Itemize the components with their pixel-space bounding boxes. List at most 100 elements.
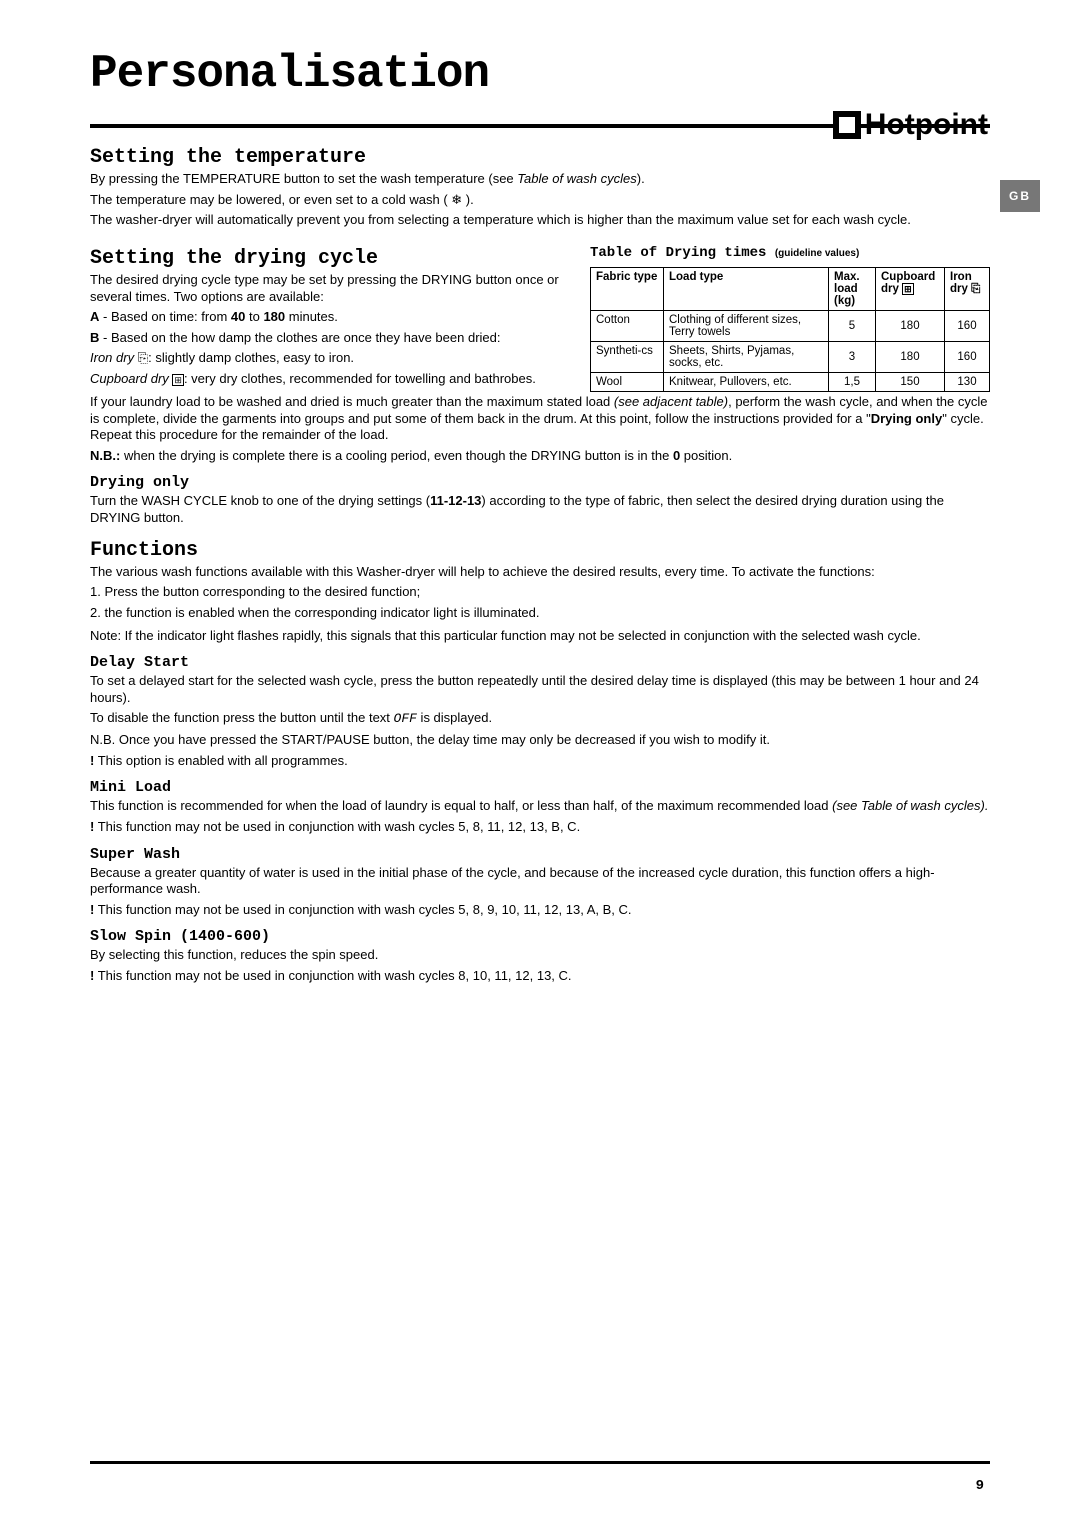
drying-p1: The desired drying cycle type may be set… [90, 272, 574, 305]
th-cupboard: Cupboard dry ⊞ [876, 267, 945, 310]
t: (see adjacent table) [614, 394, 728, 409]
func-l1: 1. Press the button corresponding to the… [90, 584, 990, 601]
t: This option is enabled with all programm… [94, 753, 347, 768]
iron-dry-icon: ⎘ [971, 283, 980, 295]
cell: Wool [591, 372, 664, 391]
nb-line: N.B.: when the drying is complete there … [90, 448, 990, 465]
table-caption: Table of Drying times (guideline values) [590, 245, 990, 261]
page-title: Personalisation [90, 48, 990, 100]
t: N.B.: [90, 448, 120, 463]
t: Iron dry [950, 271, 972, 295]
t: : slightly damp clothes, easy to iron. [148, 350, 354, 365]
heading-delay: Delay Start [90, 654, 990, 671]
drying-iron: Iron dry ⎘: slightly damp clothes, easy … [90, 350, 574, 367]
t: Drying only [871, 411, 943, 426]
heading-drying-only: Drying only [90, 474, 990, 491]
t: This function may not be used in conjunc… [94, 968, 571, 983]
cell: Clothing of different sizes, Terry towel… [664, 310, 829, 341]
table-row: Cotton Clothing of different sizes, Terr… [591, 310, 990, 341]
t: Iron dry [90, 350, 134, 365]
cupboard-dry-icon: ⊞ [902, 283, 914, 295]
cell: 130 [945, 372, 990, 391]
t: 11-12-13 [430, 493, 481, 508]
slow-p2: ! This function may not be used in conju… [90, 968, 990, 985]
t: This function may not be used in conjunc… [94, 819, 580, 834]
drying-cupboard: Cupboard dry ⊞: very dry clothes, recomm… [90, 371, 574, 388]
t: 40 [231, 309, 245, 324]
t: to [245, 309, 263, 324]
heading-functions: Functions [90, 539, 990, 562]
drying-times-table: Fabric type Load type Max. load (kg) Cup… [590, 267, 990, 392]
t: (guideline values) [775, 248, 859, 259]
heading-temperature: Setting the temperature [90, 146, 990, 169]
cell: 160 [945, 341, 990, 372]
t: A [90, 309, 99, 324]
func-l2: 2. the function is enabled when the corr… [90, 605, 990, 622]
t: is displayed. [417, 710, 492, 725]
temperature-p2: The temperature may be lowered, or even … [90, 192, 990, 209]
footer-rule [90, 1461, 990, 1464]
t: : very dry clothes, recommended for towe… [184, 371, 536, 386]
super-p2: ! This function may not be used in conju… [90, 902, 990, 919]
heading-super: Super Wash [90, 846, 990, 863]
cupboard-icon: ⊞ [172, 374, 184, 386]
t: Table of wash cycles [517, 171, 636, 186]
t: - Based on time: from [99, 309, 231, 324]
cell: Knitwear, Pullovers, etc. [664, 372, 829, 391]
slow-p1: By selecting this function, reduces the … [90, 947, 990, 964]
t: By pressing the TEMPERATURE button to se… [90, 171, 517, 186]
func-note: Note: If the indicator light flashes rap… [90, 628, 990, 645]
table-row: Syntheti-cs Sheets, Shirts, Pyjamas, soc… [591, 341, 990, 372]
cell: 160 [945, 310, 990, 341]
t: minutes. [285, 309, 338, 324]
delay-p2: To disable the function press the button… [90, 710, 990, 728]
t: ). [637, 171, 645, 186]
drying-b: B - Based on the how damp the clothes ar… [90, 330, 574, 347]
language-tab: GB [1000, 180, 1040, 212]
t: This function is recommended for when th… [90, 798, 832, 813]
mini-p2: ! This function may not be used in conju… [90, 819, 990, 836]
cell: Syntheti-cs [591, 341, 664, 372]
cell: 180 [876, 341, 945, 372]
cell: 1,5 [829, 372, 876, 391]
dryonly-p: Turn the WASH CYCLE knob to one of the d… [90, 493, 990, 526]
heading-drying: Setting the drying cycle [90, 247, 574, 270]
th-fabric: Fabric type [591, 267, 664, 310]
th-iron: Iron dry ⎘ [945, 267, 990, 310]
t: This function may not be used in conjunc… [94, 902, 631, 917]
cell: 5 [829, 310, 876, 341]
t: Turn the WASH CYCLE knob to one of the d… [90, 493, 430, 508]
after-table-p1: If your laundry load to be washed and dr… [90, 394, 990, 444]
drying-a: A - Based on time: from 40 to 180 minute… [90, 309, 574, 326]
t: Cupboard dry [90, 371, 169, 386]
heading-slow: Slow Spin (1400-600) [90, 928, 990, 945]
delay-p1: To set a delayed start for the selected … [90, 673, 990, 706]
brand-text: Hotpoint [865, 108, 988, 142]
t: If your laundry load to be washed and dr… [90, 394, 614, 409]
cell: 180 [876, 310, 945, 341]
super-p1: Because a greater quantity of water is u… [90, 865, 990, 898]
cell: 150 [876, 372, 945, 391]
iron-icon: ⎘ [138, 350, 148, 365]
t: To disable the function press the button… [90, 710, 394, 725]
t: when the drying is complete there is a c… [120, 448, 673, 463]
temperature-p1: By pressing the TEMPERATURE button to se… [90, 171, 990, 188]
t: - Based on the how damp the clothes are … [99, 330, 500, 345]
t: (see Table of wash cycles). [832, 798, 988, 813]
mini-p1: This function is recommended for when th… [90, 798, 990, 815]
cell: Sheets, Shirts, Pyjamas, socks, etc. [664, 341, 829, 372]
th-load: Load type [664, 267, 829, 310]
th-max: Max. load (kg) [829, 267, 876, 310]
table-row: Wool Knitwear, Pullovers, etc. 1,5 150 1… [591, 372, 990, 391]
brand-logo: Hotpoint [833, 108, 988, 142]
func-p1: The various wash functions available wit… [90, 564, 990, 581]
delay-p3: N.B. Once you have pressed the START/PAU… [90, 732, 990, 749]
t: OFF [394, 711, 417, 726]
cell: Cotton [591, 310, 664, 341]
logo-icon [833, 111, 861, 139]
t: position. [680, 448, 732, 463]
t: B [90, 330, 99, 345]
heading-mini: Mini Load [90, 779, 990, 796]
page-number: 9 [976, 1478, 984, 1494]
temperature-p3: The washer-dryer will automatically prev… [90, 212, 990, 229]
